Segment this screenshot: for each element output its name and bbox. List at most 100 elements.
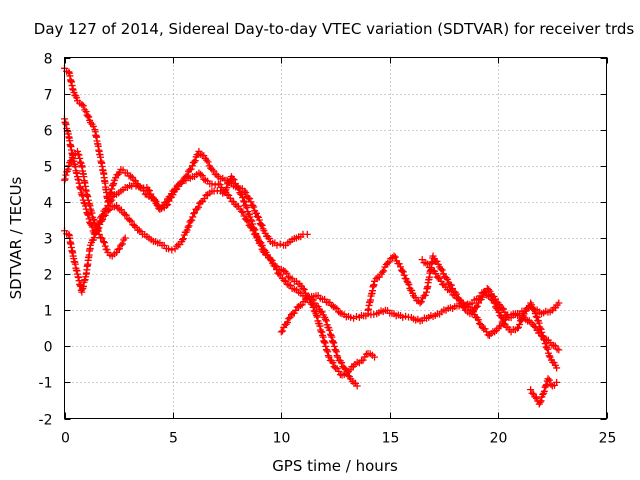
- data-point: [485, 286, 493, 294]
- data-point: [162, 202, 170, 210]
- data-point: [178, 238, 186, 246]
- data-point: [555, 346, 563, 354]
- data-point: [110, 191, 118, 199]
- data-point: [364, 350, 372, 358]
- data-point: [87, 241, 95, 249]
- data-point: [473, 302, 481, 310]
- data-point: [221, 176, 229, 184]
- data-point: [391, 253, 399, 261]
- data-point: [132, 223, 140, 231]
- data-point: [214, 173, 222, 181]
- data-point: [265, 235, 273, 243]
- data-point: [483, 285, 491, 293]
- data-point: [326, 326, 334, 334]
- data-point: [483, 328, 491, 336]
- data-point: [321, 295, 329, 303]
- data-point: [531, 393, 539, 401]
- data-point: [540, 336, 548, 344]
- data-point: [532, 312, 540, 320]
- data-point: [114, 245, 122, 253]
- data-point: [255, 216, 263, 224]
- data-point: [121, 234, 129, 242]
- data-point: [61, 175, 69, 183]
- data-point: [397, 263, 405, 271]
- y-tick-label: 7: [44, 88, 53, 104]
- data-point: [417, 298, 425, 306]
- data-point: [332, 364, 339, 372]
- data-point: [140, 187, 148, 195]
- data-point: [65, 68, 73, 76]
- data-point: [451, 292, 459, 300]
- data-point: [117, 241, 125, 249]
- data-point: [279, 241, 287, 249]
- data-point: [249, 227, 257, 235]
- data-point: [309, 303, 317, 311]
- data-point: [443, 275, 451, 283]
- data-point: [285, 315, 293, 323]
- data-point: [243, 204, 251, 212]
- data-point: [208, 165, 216, 173]
- data-point: [243, 216, 251, 224]
- data-point: [67, 156, 75, 164]
- data-point: [168, 246, 176, 254]
- data-point: [169, 191, 177, 199]
- data-point: [250, 203, 258, 211]
- data-point: [542, 382, 550, 390]
- x-tick-label: 5: [169, 431, 178, 447]
- y-tick-label: -1: [39, 376, 53, 392]
- data-point: [117, 187, 125, 195]
- data-point: [398, 267, 406, 275]
- data-point: [113, 248, 121, 256]
- data-point: [242, 202, 250, 210]
- data-point: [553, 345, 561, 353]
- data-point: [253, 212, 261, 220]
- data-point: [89, 215, 97, 223]
- data-point: [165, 245, 173, 253]
- data-point: [143, 183, 151, 191]
- data-point: [78, 162, 86, 170]
- data-point: [537, 325, 545, 333]
- data-point: [108, 185, 116, 193]
- data-point: [288, 285, 296, 293]
- data-point: [74, 270, 82, 278]
- data-point: [338, 310, 346, 318]
- data-point: [143, 191, 151, 199]
- data-point: [171, 245, 179, 253]
- data-point: [515, 320, 523, 328]
- data-point: [164, 201, 172, 209]
- data-point: [244, 217, 252, 225]
- data-point: [334, 353, 342, 361]
- data-point: [494, 324, 502, 332]
- data-point: [462, 303, 470, 311]
- data-point: [127, 217, 135, 225]
- data-point: [514, 324, 522, 332]
- data-point: [108, 252, 116, 260]
- data-point: [91, 220, 99, 228]
- data-point: [485, 331, 493, 339]
- data-point: [535, 400, 543, 408]
- data-point: [338, 371, 346, 379]
- data-point: [548, 306, 556, 314]
- data-point: [100, 212, 108, 220]
- data-point: [384, 259, 392, 267]
- data-point: [130, 222, 138, 230]
- data-point: [127, 172, 135, 180]
- data-point: [322, 317, 330, 325]
- data-point: [313, 302, 321, 310]
- data-point: [540, 335, 548, 343]
- data-point: [539, 390, 547, 398]
- data-point: [312, 310, 320, 318]
- data-point: [177, 178, 185, 186]
- data-point: [403, 277, 411, 285]
- data-point: [424, 260, 432, 268]
- data-point: [325, 353, 333, 361]
- data-point: [188, 216, 196, 224]
- data-point: [236, 205, 244, 213]
- data-point: [158, 241, 166, 249]
- data-point: [227, 180, 235, 188]
- data-point: [76, 154, 84, 162]
- data-point: [498, 313, 506, 321]
- data-point: [253, 232, 261, 240]
- data-point: [284, 273, 292, 281]
